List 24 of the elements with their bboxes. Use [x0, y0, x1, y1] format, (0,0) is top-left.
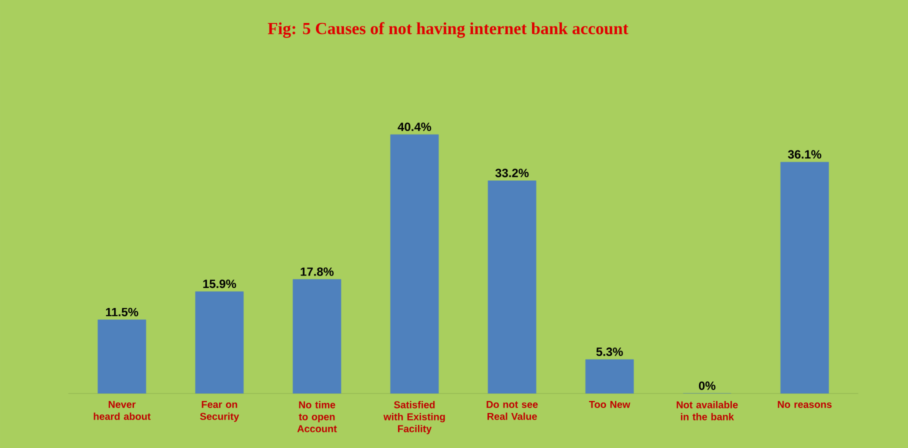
bar [98, 320, 146, 394]
data-label: 11.5% [106, 308, 138, 316]
data-label: 0% [698, 382, 716, 390]
x-tick-label: Fear on Security [200, 401, 240, 422]
x-tick-label: Do not see Real Value [486, 401, 538, 420]
x-tick-label: No reasons [778, 401, 832, 408]
x-tick-label: Not available in the bank [676, 401, 738, 420]
x-tick-label: Too New [589, 401, 630, 408]
x-tick-label: Never heard about [94, 401, 151, 420]
bar [195, 291, 244, 394]
data-label: 5.3% [596, 348, 623, 356]
x-tick-label: No time to open Account [297, 401, 337, 432]
x-tick-label: Satisfied with Existing Facility [383, 401, 445, 434]
bar [585, 359, 634, 394]
bar [390, 134, 439, 394]
bar [292, 279, 342, 394]
data-label: 17.8% [300, 267, 334, 276]
bar [488, 180, 536, 394]
bar [780, 162, 829, 394]
data-label: 15.9% [203, 280, 236, 288]
data-label: 33.2% [495, 168, 529, 178]
chart-title: Fig: 5 Causes of not having internet bank account [268, 22, 628, 38]
data-label: 36.1% [788, 150, 822, 159]
data-label: 40.4% [398, 122, 432, 132]
